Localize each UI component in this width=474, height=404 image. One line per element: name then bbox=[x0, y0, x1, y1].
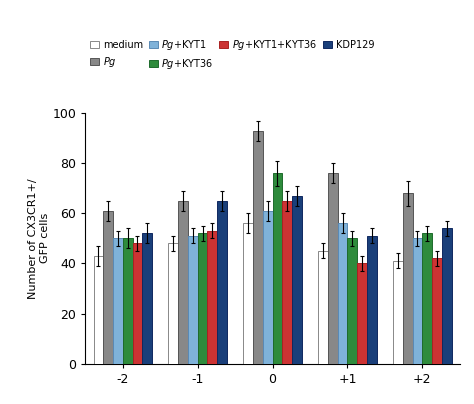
Bar bbox=[318, 251, 328, 364]
Bar bbox=[337, 223, 347, 364]
Y-axis label: Number of CX3CR1+/
GFP cells: Number of CX3CR1+/ GFP cells bbox=[28, 178, 50, 299]
Bar bbox=[283, 201, 292, 364]
Legend: medium, $\it{Pg}$, $\it{Pg}$+KYT1, $\it{Pg}$+KYT36, $\it{Pg}$+KYT1+KYT36, KDP129: medium, $\it{Pg}$, $\it{Pg}$+KYT1, $\it{… bbox=[90, 38, 374, 71]
Bar bbox=[273, 173, 283, 364]
Bar bbox=[133, 243, 142, 364]
Bar bbox=[357, 263, 367, 364]
Bar bbox=[208, 231, 217, 364]
Bar bbox=[347, 238, 357, 364]
Bar bbox=[198, 234, 208, 364]
Bar bbox=[243, 223, 253, 364]
Bar bbox=[263, 211, 273, 364]
Bar bbox=[412, 238, 422, 364]
Bar bbox=[217, 201, 227, 364]
Bar bbox=[93, 256, 103, 364]
Bar bbox=[253, 130, 263, 364]
Bar bbox=[123, 238, 133, 364]
Bar bbox=[328, 173, 337, 364]
Bar bbox=[142, 234, 152, 364]
Bar bbox=[168, 243, 178, 364]
Bar bbox=[432, 259, 442, 364]
Bar bbox=[403, 193, 412, 364]
Bar bbox=[103, 211, 113, 364]
Bar bbox=[393, 261, 403, 364]
Bar bbox=[367, 236, 377, 364]
Bar bbox=[178, 201, 188, 364]
Bar bbox=[442, 228, 452, 364]
Bar bbox=[292, 196, 302, 364]
Bar bbox=[422, 234, 432, 364]
Bar bbox=[113, 238, 123, 364]
Bar bbox=[188, 236, 198, 364]
